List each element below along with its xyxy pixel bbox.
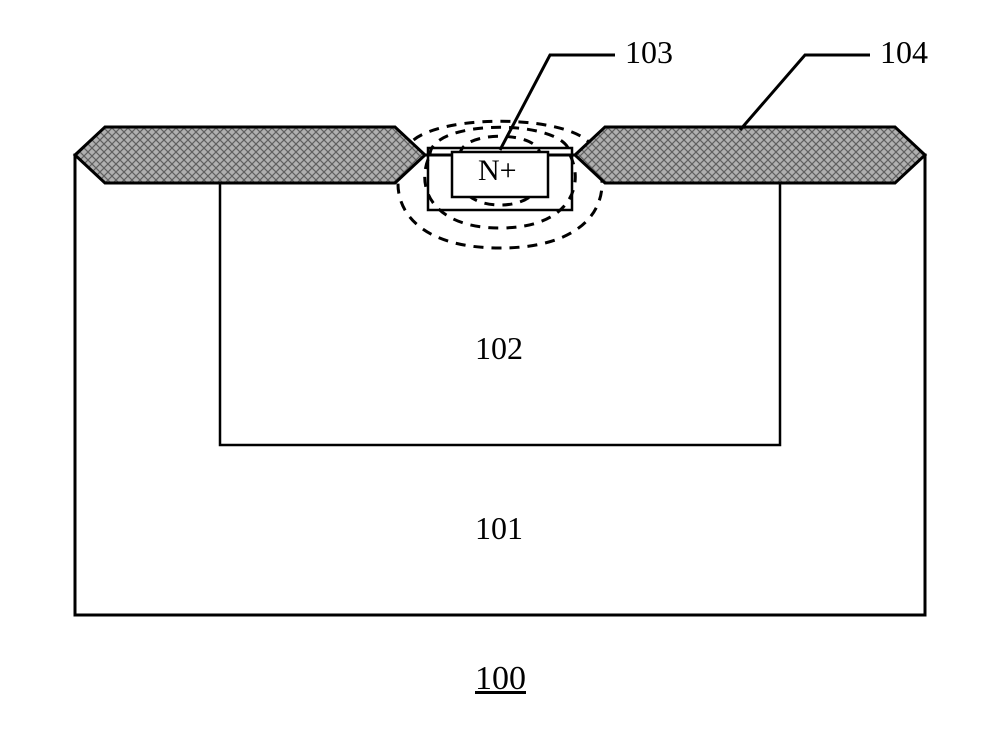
label-101: 101 [475,510,523,547]
callout-104: 104 [880,34,928,71]
well-102 [220,155,780,445]
leader-104 [740,55,870,130]
nplus-label: N+ [478,154,517,188]
field-oxide-right-104 [575,127,925,183]
diagram-canvas [0,0,1000,735]
figure-label-100: 100 [475,660,526,698]
label-102: 102 [475,330,523,367]
field-oxide-left [75,127,425,183]
callout-103: 103 [625,34,673,71]
